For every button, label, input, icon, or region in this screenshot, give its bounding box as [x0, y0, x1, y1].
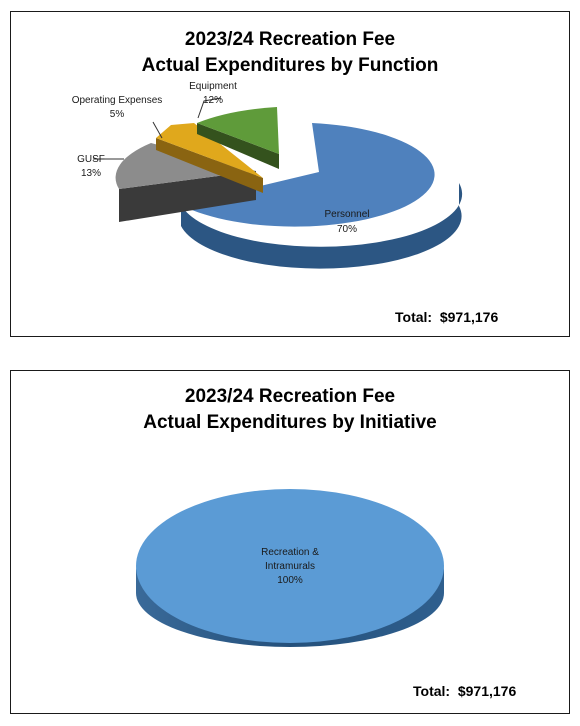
- equipment-slice: [197, 107, 279, 154]
- total-amount: Total: $971,176: [413, 683, 517, 699]
- recreation-intramurals-pct-label: 100%: [277, 575, 303, 586]
- equipment-leader-line: [197, 97, 222, 119]
- total-amount: Total: $971,176: [395, 309, 499, 325]
- operating-expenses-leader-line: [152, 121, 163, 139]
- gusf-slice-side: [119, 171, 256, 222]
- personnel-pct-label: 70%: [337, 224, 357, 235]
- gusf-slice: [115, 143, 257, 189]
- equipment-pct-label: 12%: [203, 95, 223, 106]
- function-chart-panel: 2023/24 Recreation Fee Actual Expenditur…: [10, 11, 570, 337]
- gusf-label: GUSF: [77, 154, 105, 165]
- recreation-intramurals-slice: [136, 489, 444, 643]
- equipment-label: Equipment: [189, 81, 237, 92]
- initiative-pie-chart: Recreation & Intramurals 100%: [136, 489, 444, 647]
- function-pie-chart: Personnel 70% GUSF 13% Operating Expense…: [72, 81, 463, 269]
- chart-title: 2023/24 Recreation Fee: [184, 386, 396, 407]
- operating-expenses-label: Operating Expenses: [72, 95, 163, 106]
- gusf-pct-label: 13%: [81, 168, 101, 179]
- personnel-slice-side: [181, 183, 463, 269]
- recreation-intramurals-label-line1: Recreation &: [261, 547, 319, 558]
- recreation-intramurals-label-line2: Intramurals: [265, 561, 315, 572]
- operating-expenses-slice: [156, 123, 263, 178]
- operating-expenses-slice-side: [156, 138, 263, 193]
- equipment-slice-side: [197, 123, 279, 169]
- operating-expenses-pct-label: 5%: [110, 109, 125, 120]
- personnel-label: Personnel: [324, 209, 369, 220]
- chart-title: 2023/24 Recreation Fee: [184, 29, 396, 50]
- chart-subtitle: Actual Expenditures by Initiative: [143, 412, 437, 433]
- chart-subtitle: Actual Expenditures by Function: [141, 55, 439, 76]
- initiative-chart-panel: 2023/24 Recreation Fee Actual Expenditur…: [10, 370, 570, 714]
